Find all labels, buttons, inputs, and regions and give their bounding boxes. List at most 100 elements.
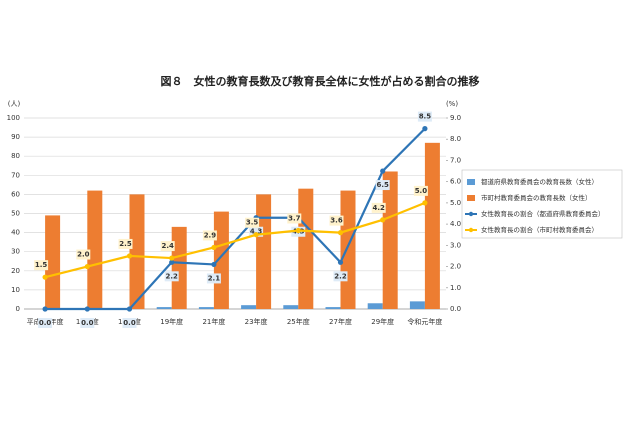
x-tick-label: 29年度 [371, 317, 394, 326]
y2-tick-label: 4.0 [450, 220, 461, 228]
legend-swatch [468, 227, 474, 233]
bar [424, 142, 440, 309]
legend-label: 都道府県教育委員会の教育長数（女性） [481, 177, 598, 186]
value-label: 0.0 [81, 319, 94, 327]
chart-title: 図８ 女性の教育長数及び教育長全体に女性が占める割合の推移 [161, 74, 480, 88]
line-marker [295, 227, 301, 234]
y-tick-label: 60 [11, 190, 20, 198]
y2-tick-label: 5.0 [450, 199, 461, 207]
value-label: 3.6 [330, 217, 343, 225]
line-marker [337, 230, 344, 236]
y-tick-label: 30 [11, 248, 20, 256]
value-label-box [34, 260, 49, 271]
value-label-box [164, 271, 179, 282]
bar [241, 305, 257, 309]
y2-axis-unit: (%) [446, 100, 458, 108]
y-axis-unit: (人) [8, 100, 21, 108]
bar [340, 190, 356, 309]
y-tick-label: 80 [11, 152, 20, 160]
y-tick-label: 90 [11, 133, 20, 141]
x-tick-label: 27年度 [329, 317, 352, 326]
y-tick-label: 50 [11, 210, 20, 218]
legend-label: 女性教育長の割合（都道府県教育委員会） [481, 209, 605, 218]
legend-swatch [468, 211, 474, 217]
value-label-box [371, 202, 386, 213]
value-label: 2.9 [204, 231, 217, 239]
value-label-box [287, 213, 302, 224]
value-label: 8.5 [419, 113, 432, 121]
bar [45, 215, 61, 309]
y2-tick-label: 6.0 [450, 178, 461, 186]
y-tick-label: 70 [11, 171, 20, 179]
x-tick-label: 19年度 [160, 317, 183, 326]
bar [213, 211, 229, 309]
bar [198, 307, 214, 309]
value-label: 3.5 [246, 219, 259, 227]
value-label: 2.2 [334, 272, 347, 280]
legend-swatch [467, 179, 475, 185]
value-label: 2.4 [161, 242, 174, 250]
value-label-box [202, 230, 217, 241]
value-label-box [76, 249, 91, 260]
line-marker [211, 261, 217, 268]
value-label-box [38, 318, 53, 328]
line-marker [84, 306, 90, 312]
line-marker [42, 306, 48, 312]
value-label-box [329, 215, 344, 226]
x-tick-label: 23年度 [245, 317, 268, 326]
value-label: 4.2 [372, 204, 385, 212]
value-label-box [375, 180, 390, 191]
y-tick-label: 10 [11, 286, 20, 294]
line-marker [380, 168, 386, 174]
legend-swatch [467, 195, 475, 201]
y2-tick-label: 0.0 [450, 305, 461, 313]
value-label: 0.0 [123, 319, 136, 327]
value-label: 2.0 [77, 251, 90, 259]
value-label-box [160, 241, 175, 252]
bar [325, 307, 341, 309]
value-label-box [417, 111, 432, 122]
value-label-box [413, 185, 428, 196]
value-label-box [80, 318, 95, 328]
bar [283, 305, 299, 309]
line-marker [169, 255, 175, 261]
line-marker [380, 217, 386, 223]
bar [367, 303, 383, 309]
x-tick-label: 21年度 [202, 317, 225, 326]
value-label-box [122, 318, 137, 328]
bar [87, 190, 103, 309]
legend-box [461, 169, 623, 239]
bar [409, 301, 425, 309]
bar [156, 307, 172, 309]
y-tick-label: 40 [11, 229, 20, 237]
value-label: 6.5 [376, 181, 389, 189]
line-marker [126, 306, 133, 312]
line-marker [422, 126, 428, 132]
line-marker [42, 274, 48, 280]
line-marker [422, 200, 428, 206]
line-marker [126, 253, 133, 259]
value-label: 2.2 [165, 272, 178, 280]
y2-tick-label: 9.0 [450, 114, 461, 122]
y2-tick-label: 7.0 [450, 156, 461, 164]
y-tick-label: 0 [16, 305, 20, 313]
value-label: 2.5 [119, 240, 132, 248]
line-marker [169, 259, 175, 265]
y-tick-label: 100 [7, 114, 20, 122]
y2-tick-label: 2.0 [450, 263, 461, 271]
x-tick-label: 令和元年度 [407, 317, 442, 326]
bar [171, 226, 187, 309]
legend-label: 市町村教育委員会の教育長数（女性） [481, 193, 592, 202]
bar [382, 171, 398, 309]
value-label: 0.0 [39, 319, 52, 327]
line-marker [211, 244, 217, 251]
value-label-box [206, 273, 221, 284]
value-label: 5.0 [415, 187, 428, 195]
line-marker [84, 263, 90, 270]
value-label-box [333, 271, 348, 282]
line-marker [337, 259, 344, 265]
value-label: 4.3 [250, 228, 263, 236]
line-marker [253, 232, 259, 238]
value-label-box [118, 238, 133, 249]
line [44, 201, 426, 279]
